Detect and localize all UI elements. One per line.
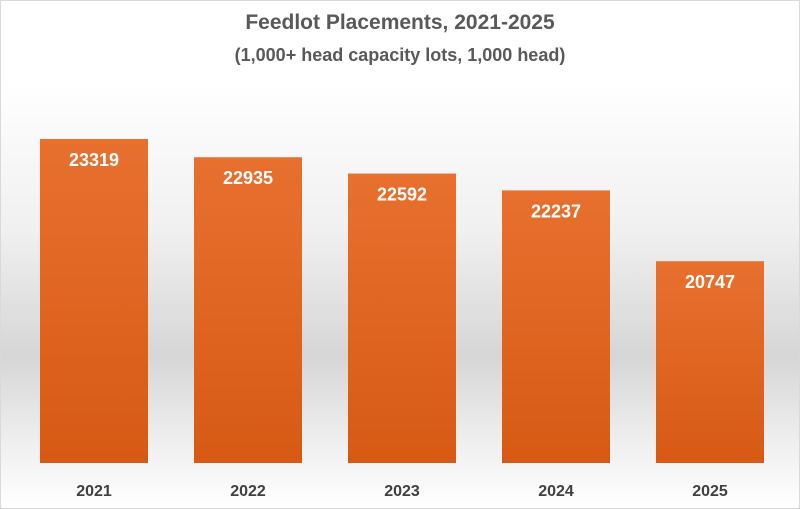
data-label-2022: 22935 bbox=[223, 168, 273, 188]
bar-2021 bbox=[40, 139, 148, 463]
x-tick-label-2025: 2025 bbox=[692, 483, 728, 500]
bar-2024 bbox=[502, 190, 610, 464]
data-label-2025: 20747 bbox=[685, 272, 735, 292]
bar-2023 bbox=[348, 173, 456, 463]
chart-subtitle: (1,000+ head capacity lots, 1,000 head) bbox=[234, 45, 566, 65]
bar-2025 bbox=[656, 261, 764, 463]
x-tick-label-2021: 2021 bbox=[76, 483, 112, 500]
bar-series bbox=[40, 139, 764, 464]
x-axis-tick-labels: 2021 2022 2023 2024 2025 bbox=[76, 483, 728, 500]
x-tick-label-2024: 2024 bbox=[538, 483, 574, 500]
data-label-2021: 23319 bbox=[69, 150, 119, 170]
chart-title: Feedlot Placements, 2021-2025 bbox=[245, 11, 555, 34]
data-label-2023: 22592 bbox=[377, 185, 427, 205]
bar-2022 bbox=[194, 157, 302, 463]
data-label-2024: 22237 bbox=[531, 201, 581, 221]
x-tick-label-2022: 2022 bbox=[230, 483, 266, 500]
x-tick-label-2023: 2023 bbox=[384, 483, 420, 500]
data-labels: 23319 22935 22592 22237 20747 bbox=[69, 150, 735, 292]
